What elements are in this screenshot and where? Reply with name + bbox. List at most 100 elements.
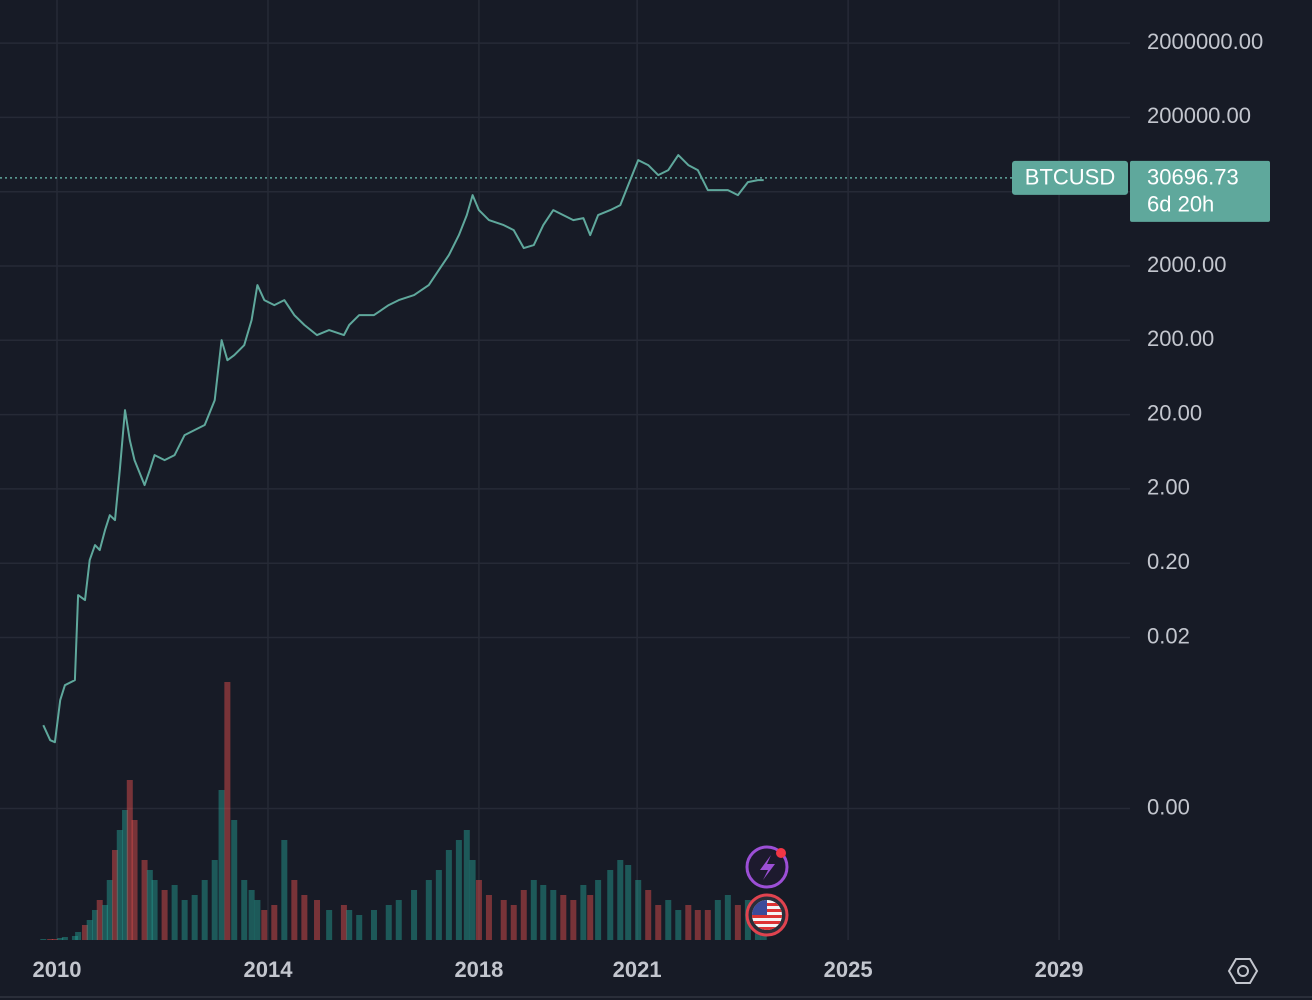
volume-bar [625, 865, 632, 940]
volume-bar [40, 939, 47, 940]
volume-bar [445, 850, 452, 940]
volume-bar [314, 900, 321, 940]
volume-bar [291, 880, 298, 940]
volume-bar [510, 905, 517, 940]
volume-bar [112, 850, 119, 940]
volume-bar [714, 900, 721, 940]
volume-bar [96, 900, 103, 940]
x-tick-label: 2010 [33, 957, 82, 982]
y-tick-label: 2.00 [1147, 475, 1190, 500]
volume-bar [340, 905, 347, 940]
volume-bar [475, 880, 482, 940]
settings-icon[interactable] [1227, 958, 1259, 984]
volume-bar [346, 910, 353, 940]
volume-bar [395, 900, 402, 940]
y-tick-label: 0.00 [1147, 794, 1190, 819]
volume-bar [435, 870, 442, 940]
volume-bar [116, 830, 123, 940]
y-tick-label: 200.00 [1147, 326, 1214, 351]
volume-bar [635, 880, 642, 940]
volume-bar [694, 910, 701, 940]
volume-bar [261, 910, 268, 940]
symbol-badge [1012, 160, 1128, 195]
volume-bar [281, 840, 288, 940]
volume-bar [241, 880, 248, 940]
volume-bar [587, 895, 594, 940]
y-tick-label: 0.02 [1147, 623, 1190, 648]
volume-bar [580, 885, 587, 940]
price-pane [0, 154, 1012, 744]
volume-bar [370, 910, 377, 940]
gear-outline [1227, 958, 1259, 984]
volume-bar [734, 905, 741, 940]
gear-center [1237, 965, 1249, 977]
volume-bar [151, 880, 158, 940]
y-tick-label: 20.00 [1147, 400, 1202, 425]
volume-bar [191, 895, 198, 940]
volume-bar [201, 880, 208, 940]
axes: 2000000.00200000.0020000.002000.00200.00… [33, 29, 1270, 982]
volume-bar [326, 910, 333, 940]
volume-bar [520, 890, 527, 940]
y-tick-label: 2000000.00 [1147, 29, 1263, 54]
price-badge [1130, 160, 1270, 222]
volume-bar [122, 810, 129, 940]
volume-bar [171, 885, 178, 940]
lightning-icon[interactable] [745, 845, 789, 889]
volume-bar [463, 830, 470, 940]
volume-bar [231, 820, 238, 940]
volume-bar [617, 860, 624, 940]
volume-bar [540, 885, 547, 940]
volume-bar [75, 932, 82, 940]
y-tick-label: 200000.00 [1147, 103, 1251, 128]
y-tick-label: 0.20 [1147, 549, 1190, 574]
volume-bar [86, 920, 93, 940]
volume-bar [500, 900, 507, 940]
volume-bar [411, 890, 418, 940]
flag-icon[interactable] [745, 893, 789, 937]
x-tick-label: 2018 [454, 957, 503, 982]
x-tick-label: 2025 [824, 957, 873, 982]
icon-dot [776, 848, 786, 858]
volume-bar [61, 937, 68, 940]
volume-bar [106, 880, 113, 940]
volume-bar [224, 682, 231, 940]
volume-bar [141, 860, 148, 940]
volume-bar [102, 905, 109, 940]
volume-bar [607, 870, 614, 940]
symbol-label: BTCUSD [1025, 165, 1115, 190]
volume-bar [645, 890, 652, 940]
volume-bar [218, 790, 225, 940]
volume-bar [665, 900, 672, 940]
volume-bar [724, 895, 731, 940]
volume-bar [530, 880, 537, 940]
x-tick-label: 2014 [243, 957, 293, 982]
volume-bar [301, 895, 308, 940]
volume-bar [455, 840, 462, 940]
volume-bar [704, 910, 711, 940]
volume-bar [161, 890, 168, 940]
last-price-label: 30696.73 [1147, 165, 1239, 190]
volume-bar [254, 900, 261, 940]
volume-bar [271, 905, 278, 940]
volume-bar [126, 780, 133, 940]
volume-bar [71, 936, 78, 940]
volume-bar [356, 915, 363, 940]
volume-bar [57, 938, 64, 940]
volume-bar [47, 939, 54, 940]
volume-bar [655, 905, 662, 940]
volume-bar [595, 880, 602, 940]
grid [0, 0, 1130, 940]
volume-bar [570, 900, 577, 940]
volume-bar [146, 870, 153, 940]
x-tick-label: 2021 [613, 957, 662, 982]
x-tick-label: 2029 [1035, 957, 1084, 982]
volume-bar [425, 880, 432, 940]
volume-bar [469, 860, 476, 940]
volume-bar [485, 895, 492, 940]
volume-bar [675, 910, 682, 940]
volume-bar [51, 939, 58, 940]
volume-bar [385, 905, 392, 940]
